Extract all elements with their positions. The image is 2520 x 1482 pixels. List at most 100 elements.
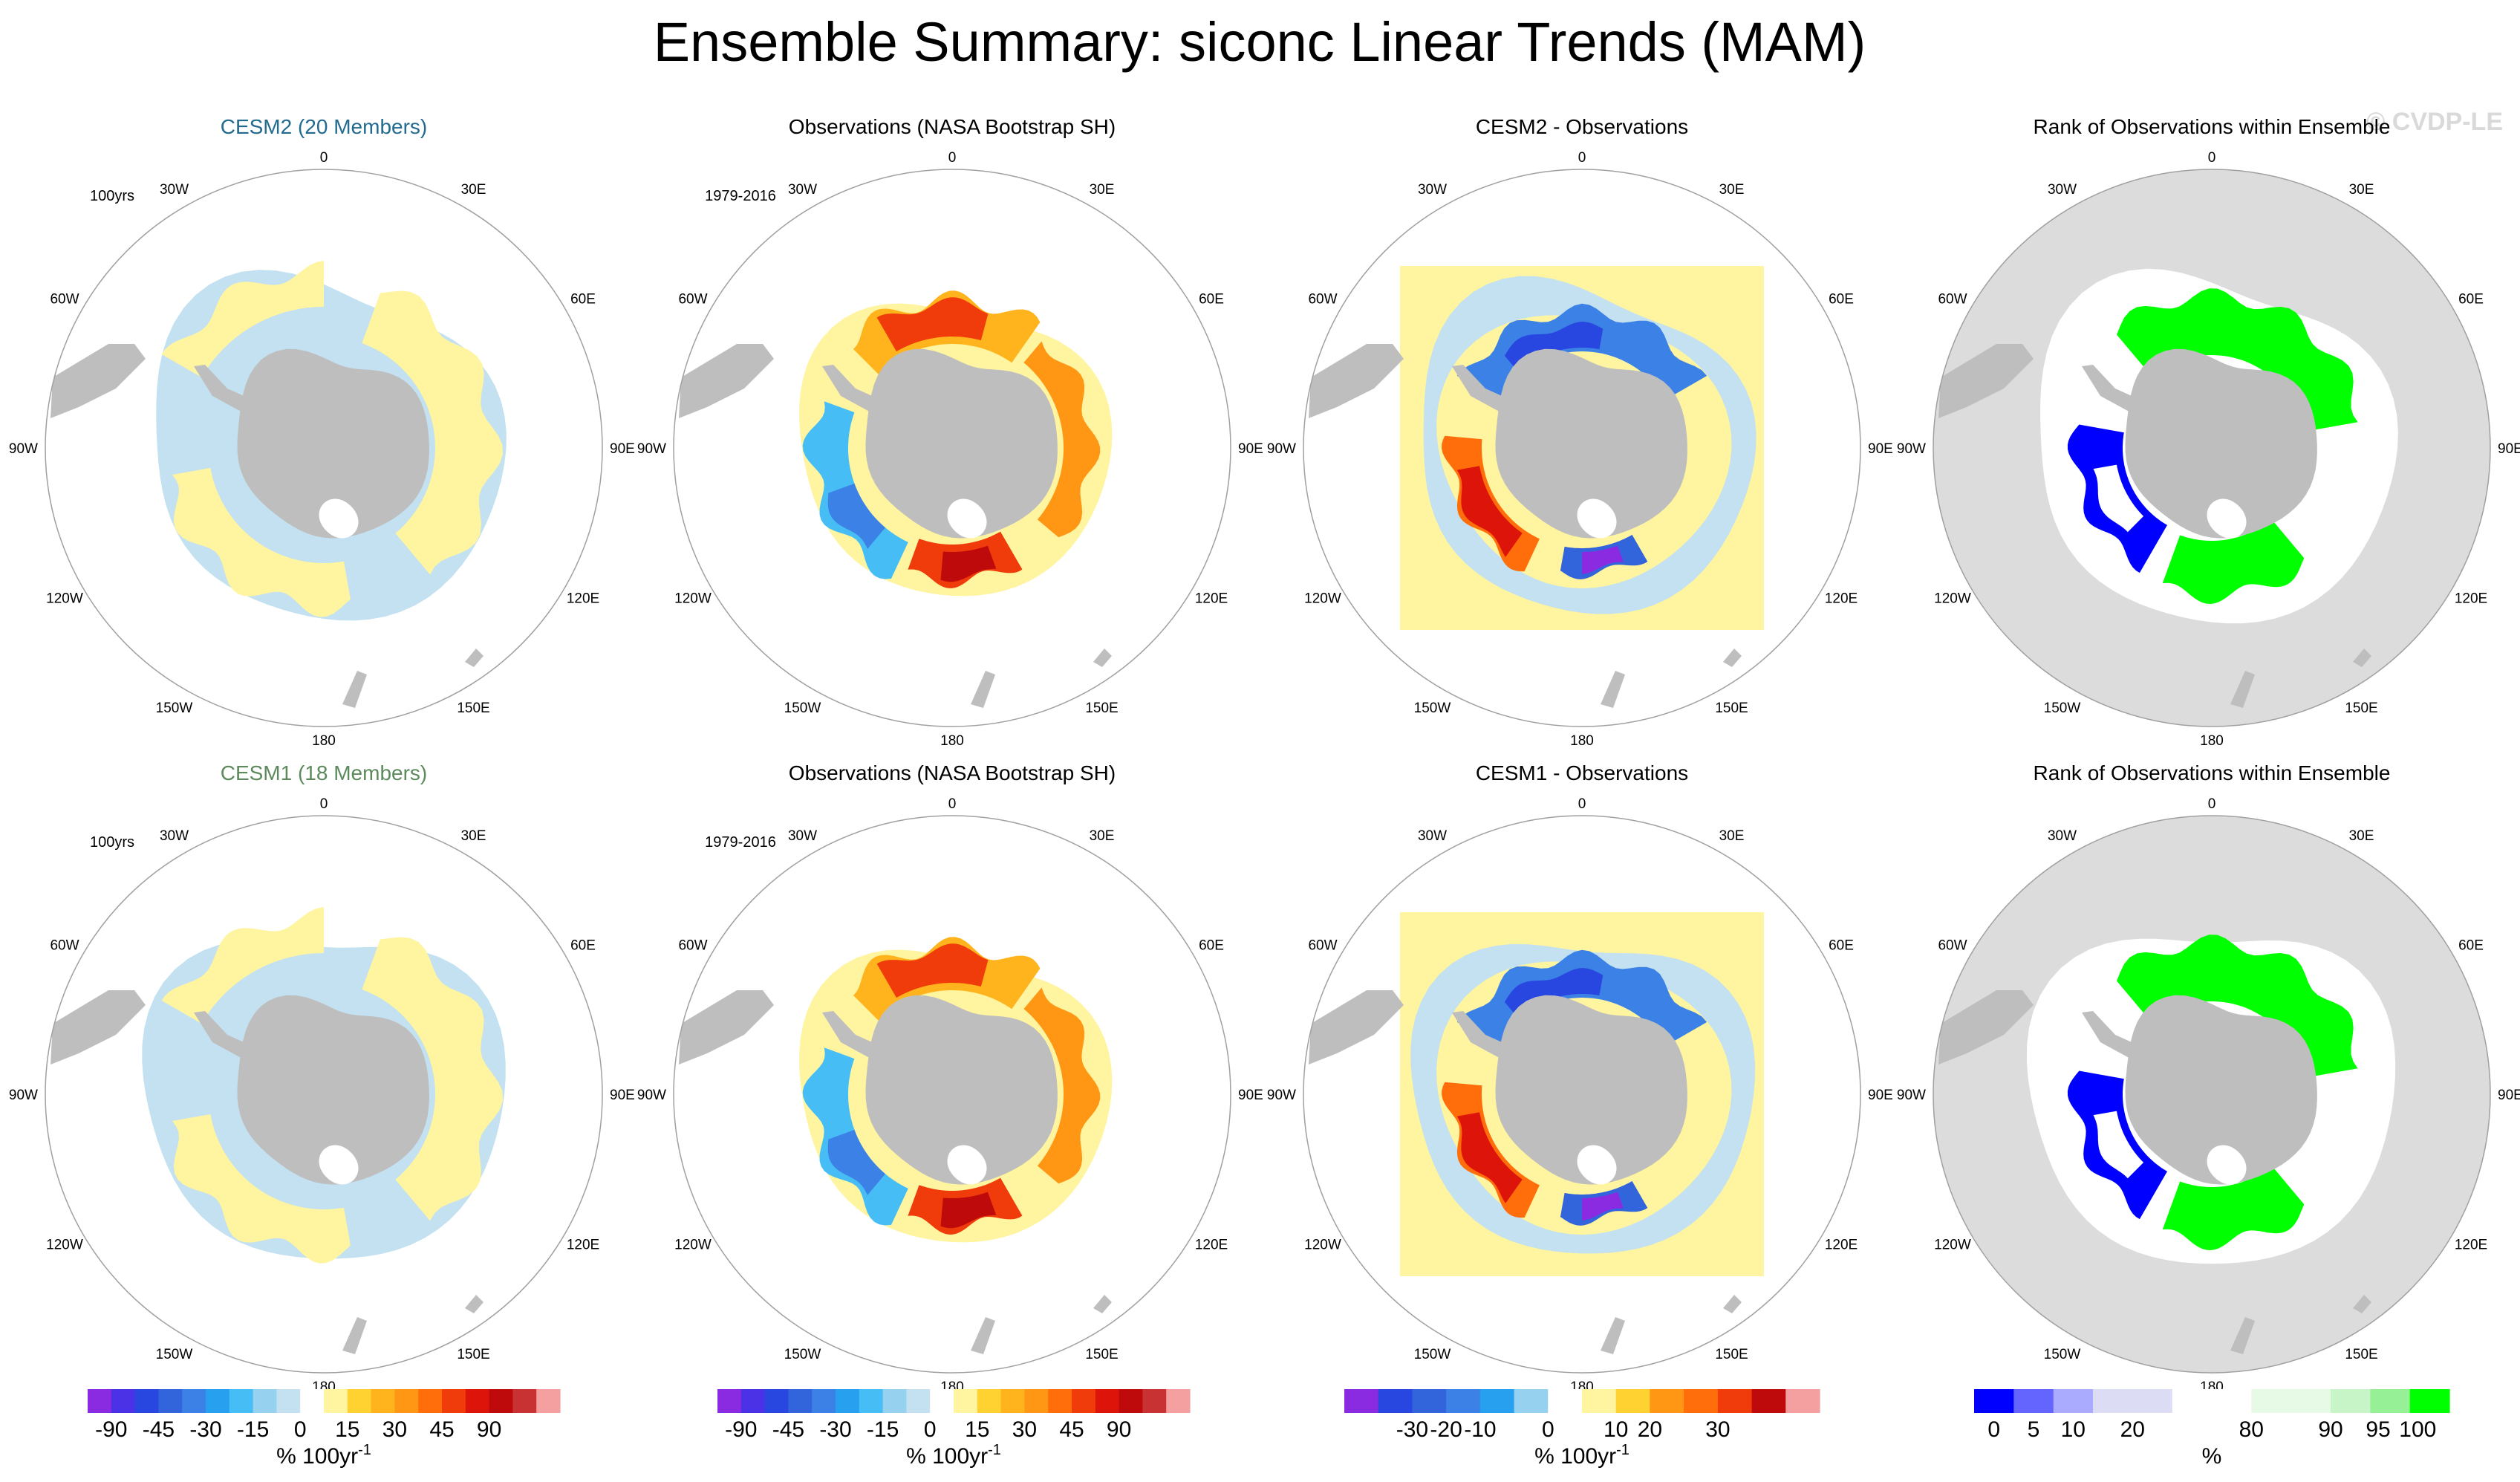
new-zealand-land: [1601, 1317, 1625, 1354]
colorbar-swatch: [1344, 1389, 1379, 1413]
longitude-label: 90W: [1897, 441, 1926, 457]
longitude-label: 90E: [2498, 441, 2520, 457]
longitude-label: 30E: [461, 828, 486, 844]
colorbar-swatch: [1119, 1389, 1143, 1413]
map-panel-r2-c4: 030E60E90E120E150E180150W120W90W60W30WRa…: [1897, 761, 2520, 1395]
panel-period-label: 100yrs: [90, 834, 134, 851]
colorbar-swatch: [882, 1389, 907, 1413]
antarctic-peninsula: [822, 1011, 885, 1065]
colorbar-swatch: [717, 1389, 742, 1413]
longitude-label: 60E: [570, 938, 596, 954]
map-field: [1303, 816, 1860, 1373]
colorbar-tick-label: -10: [1464, 1417, 1496, 1442]
longitude-label: 90W: [9, 1088, 38, 1103]
longitude-label: 90E: [2498, 1088, 2520, 1103]
panel-period-label: 1979-2016: [705, 188, 776, 204]
colorbar-tick-label: -30: [1396, 1417, 1428, 1442]
diff-field-blue: [1456, 949, 1707, 1046]
longitude-label: 150E: [2345, 701, 2377, 716]
new-zealand-land: [2230, 1317, 2255, 1354]
colorbar-tick-label: 0: [1542, 1417, 1554, 1442]
longitude-label: 30W: [1418, 182, 1447, 198]
longitude-label: 30W: [2048, 828, 2077, 844]
longitude-label: 60W: [1308, 938, 1337, 954]
longitude-label: 90E: [610, 441, 635, 457]
colorbar-tick-label: -30: [189, 1417, 221, 1442]
trend-field-red: [876, 297, 989, 352]
colorbar-swatch: [1072, 1389, 1096, 1413]
colorbar-swatch: [2093, 1389, 2133, 1413]
colorbar-tick-label: 0: [1987, 1417, 2000, 1442]
longitude-label: 60W: [1938, 938, 1967, 954]
colorbar-swatch: [1548, 1389, 1583, 1413]
rank-field-green: [2162, 519, 2305, 604]
colorbar-swatch: [276, 1389, 301, 1413]
trend-field-orange: [1023, 987, 1101, 1184]
longitude-label: 150E: [1715, 1347, 1748, 1362]
longitude-label: 60W: [50, 292, 79, 308]
longitude-label: 30E: [1090, 828, 1115, 844]
new-zealand-land: [971, 1317, 995, 1354]
longitude-label: 30E: [461, 182, 486, 198]
colorbar-swatch: [1024, 1389, 1049, 1413]
antarctica-continent: [1495, 348, 1687, 539]
colorbar-tick-label: -15: [237, 1417, 269, 1442]
longitude-label: 150W: [1414, 701, 1451, 716]
tasmania-land: [2353, 1295, 2371, 1313]
longitude-label: 60E: [2458, 292, 2484, 308]
colorbar-swatch: [788, 1389, 813, 1413]
longitude-label: 90W: [637, 1088, 666, 1103]
colorbar-swatch: [134, 1389, 159, 1413]
diff-colorbar: -30 -20 -10 0 10 20 30 % 100yr-1: [1344, 1389, 1820, 1469]
trend-field-darkred: [940, 545, 997, 582]
trend-field-yellow: [161, 261, 324, 377]
map-panel-r1-c4: 0 30E 60E 90E 120E 150E 180 150W 120W 90W 60W 30W Ra…: [1897, 115, 2520, 749]
map-border: [45, 169, 603, 727]
antarctica-continent: [2125, 995, 2317, 1185]
antarctica-continent: [237, 348, 429, 539]
colorbar-swatch: [906, 1389, 931, 1413]
colorbar-tick-label: -30: [819, 1417, 851, 1442]
longitude-label: 60E: [1199, 938, 1224, 954]
colorbar-tick-label: -90: [95, 1417, 127, 1442]
colorbar-swatch: [158, 1389, 183, 1413]
longitude-label: 150E: [457, 701, 489, 716]
colorbar-swatch: [2370, 1389, 2411, 1413]
colorbar-swatch: [206, 1389, 230, 1413]
colorbar-swatch: [859, 1389, 884, 1413]
longitude-label: 90W: [1267, 441, 1296, 457]
longitude-label: 120E: [1825, 591, 1858, 607]
colorbar-swatch: [2291, 1389, 2331, 1413]
south-america-land: [1309, 344, 1404, 418]
colorbar-swatch: [1048, 1389, 1072, 1413]
longitude-label: 0: [1578, 150, 1586, 166]
rank-colorbar: 0 5 10 20 80 90 95 100%: [1974, 1389, 2450, 1469]
ross-ice-shelf-gap: [947, 498, 987, 539]
panel-title: Observations (NASA Bootstrap SH): [789, 115, 1116, 138]
rank-field-white: [2093, 464, 2144, 533]
longitude-label: 90E: [1238, 441, 1263, 457]
ross-ice-shelf-gap: [319, 498, 359, 539]
colorbar-tick-label: -20: [1430, 1417, 1462, 1442]
map-border: [1303, 815, 1861, 1374]
longitude-label: 150W: [2044, 701, 2081, 716]
map-panel-r2-c1: 030E60E90E120E150E180150W120W90W60W30WCE…: [9, 761, 635, 1395]
colorbar-tick-label: -45: [772, 1417, 804, 1442]
antarctica-continent: [1495, 995, 1687, 1185]
longitude-label: 30W: [2048, 182, 2077, 198]
longitude-label: 120W: [1304, 1238, 1341, 1253]
colorbar-tick-label: 10: [1604, 1417, 1628, 1442]
longitude-label: 120W: [1304, 591, 1341, 607]
map-field: [1303, 169, 1860, 727]
colorbar-tick-label: 45: [429, 1417, 454, 1442]
colorbar-swatch: [2331, 1389, 2371, 1413]
longitude-label: 150W: [1414, 1347, 1451, 1362]
longitude-label: 120W: [1934, 1238, 1971, 1253]
map-border: [673, 169, 1231, 727]
map-panel-r1-c3: 0 30E 60E 90E 120E 150E 180 150W 120W 90W 60W 30W CE…: [1267, 115, 1893, 749]
longitude-label: 90W: [9, 441, 38, 457]
south-america-land: [679, 344, 774, 418]
colorbar-tick-label: 0: [294, 1417, 307, 1442]
longitude-label: 150W: [784, 701, 821, 716]
longitude-label: 30E: [1090, 182, 1115, 198]
